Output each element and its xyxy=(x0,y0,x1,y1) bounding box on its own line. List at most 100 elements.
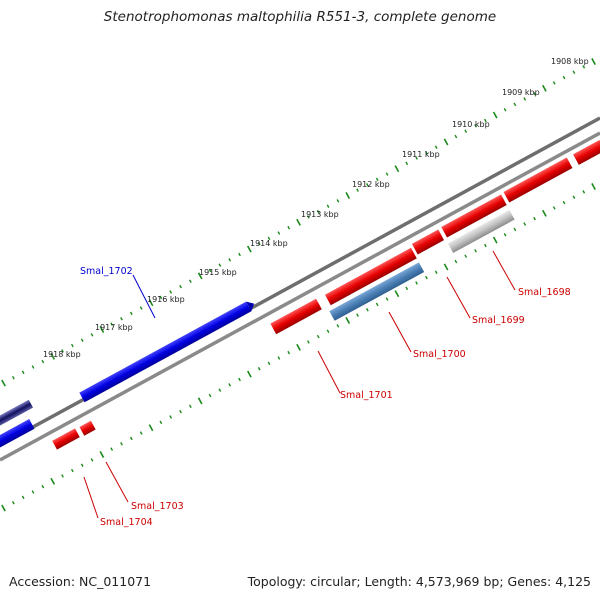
tick-mark xyxy=(277,356,281,360)
tick-mark xyxy=(287,225,291,230)
tick-mark xyxy=(582,190,586,194)
gene-blue-left[interactable] xyxy=(0,419,35,451)
tick-mark xyxy=(159,295,163,300)
gene-label-smal-1703[interactable]: Smal_1703 xyxy=(131,501,184,512)
topology-text: Topology: circular; Length: 4,573,969 bp… xyxy=(247,574,591,589)
tick-mark xyxy=(228,258,232,262)
tick-mark xyxy=(425,150,428,155)
tick-mark xyxy=(484,243,487,248)
tick-mark xyxy=(572,195,576,199)
tick-mark xyxy=(257,366,261,371)
tick-mark xyxy=(454,259,458,264)
tick-mark xyxy=(139,306,143,310)
tick-mark xyxy=(11,375,15,380)
gene-label-smal-1701[interactable]: Smal_1701 xyxy=(340,390,393,401)
tick-mark xyxy=(394,290,400,298)
gene-navy-left[interactable] xyxy=(0,398,35,430)
tick-mark xyxy=(336,199,340,203)
tick-mark xyxy=(120,442,123,446)
tick-mark xyxy=(148,424,154,432)
tick-mark xyxy=(523,97,527,101)
tick-mark xyxy=(503,233,507,237)
tick-mark xyxy=(208,393,212,398)
gene-label-smal-1702[interactable]: Smal_1702 xyxy=(80,266,133,277)
tick-mark xyxy=(474,124,477,128)
tick-mark xyxy=(188,404,192,408)
gene-smal-1698[interactable] xyxy=(447,209,515,254)
gene-label-smal-1700[interactable]: Smal_1700 xyxy=(413,349,466,360)
tick-mark xyxy=(542,84,547,92)
tick-mark xyxy=(238,377,241,382)
tick-mark xyxy=(366,183,369,187)
forward-strand-genes xyxy=(52,140,600,450)
tick-mark xyxy=(197,272,203,280)
tick-mark xyxy=(375,177,379,182)
tick-mark xyxy=(257,241,261,246)
tick-mark xyxy=(474,249,477,253)
gene-smal-1704[interactable] xyxy=(79,420,96,436)
kbp-label: 1909 kbp xyxy=(502,88,540,97)
gene-label-smal-1704[interactable]: Smal_1704 xyxy=(100,517,153,528)
tick-mark xyxy=(21,370,25,375)
tick-mark xyxy=(591,58,596,65)
tick-mark xyxy=(120,317,123,321)
tick-mark xyxy=(434,145,438,149)
tick-mark xyxy=(366,308,369,312)
gene-smal-1698-fwd[interactable] xyxy=(441,194,507,238)
gene-smal-1702[interactable] xyxy=(79,299,256,403)
tick-mark xyxy=(99,326,105,333)
tick-mark xyxy=(464,129,468,133)
gene-red-edge[interactable] xyxy=(573,140,600,165)
tick-mark xyxy=(405,286,409,291)
tick-mark xyxy=(179,409,182,414)
kbp-label: 1915 kbp xyxy=(199,268,237,277)
tick-mark xyxy=(267,361,271,366)
gene-smal-1703[interactable] xyxy=(52,428,80,450)
tick-mark xyxy=(110,322,114,326)
tick-mark xyxy=(306,215,310,219)
tick-mark xyxy=(238,252,241,257)
kbp-label: 1918 kbp xyxy=(43,350,81,359)
tick-mark xyxy=(208,268,212,273)
gene-label-smal-1699[interactable]: Smal_1699 xyxy=(472,315,525,326)
tick-mark xyxy=(513,227,517,232)
gene-labels: Smal_1698 Smal_1699 Smal_1700 Smal_1701 … xyxy=(80,266,571,528)
lower-lane-genes xyxy=(329,209,515,321)
tick-mark xyxy=(464,254,468,258)
tick-mark xyxy=(70,343,74,348)
gene-smal-1700[interactable] xyxy=(329,262,425,321)
tick-mark xyxy=(246,370,252,378)
tick-mark xyxy=(356,188,359,192)
gene-label-smal-1698[interactable]: Smal_1698 xyxy=(518,287,571,298)
kbp-label: 1914 kbp xyxy=(250,239,288,248)
tick-mark xyxy=(345,317,351,324)
gene-smal-1699[interactable] xyxy=(411,229,445,255)
tick-mark xyxy=(415,156,418,160)
tick-mark xyxy=(139,431,143,435)
tick-mark xyxy=(572,70,576,74)
tick-mark xyxy=(326,204,330,208)
gene-red-upper-right[interactable] xyxy=(503,157,573,203)
tick-mark xyxy=(443,263,449,271)
tick-mark xyxy=(179,284,182,289)
kbp-label: 1912 kbp xyxy=(352,180,390,189)
tick-mark xyxy=(562,200,566,205)
tick-mark xyxy=(306,340,310,344)
tick-mark xyxy=(61,474,64,478)
gene-smal-1700-fwd[interactable] xyxy=(324,247,417,306)
tick-mark xyxy=(277,231,281,235)
tick-mark xyxy=(542,209,547,217)
tick-mark xyxy=(70,468,74,473)
tick-mark xyxy=(454,134,458,139)
tick-mark xyxy=(356,313,359,317)
accession-text: Accession: NC_011071 xyxy=(9,574,152,589)
tick-mark xyxy=(296,218,301,226)
tick-mark xyxy=(50,352,56,360)
kbp-label: 1917 kbp xyxy=(95,323,133,332)
tick-mark xyxy=(148,299,154,307)
gene-smal-1701[interactable] xyxy=(270,298,322,335)
tick-mark xyxy=(326,329,330,333)
tick-mark xyxy=(523,222,527,226)
tick-mark xyxy=(129,436,133,441)
kbp-label: 1916 kbp xyxy=(147,295,185,304)
